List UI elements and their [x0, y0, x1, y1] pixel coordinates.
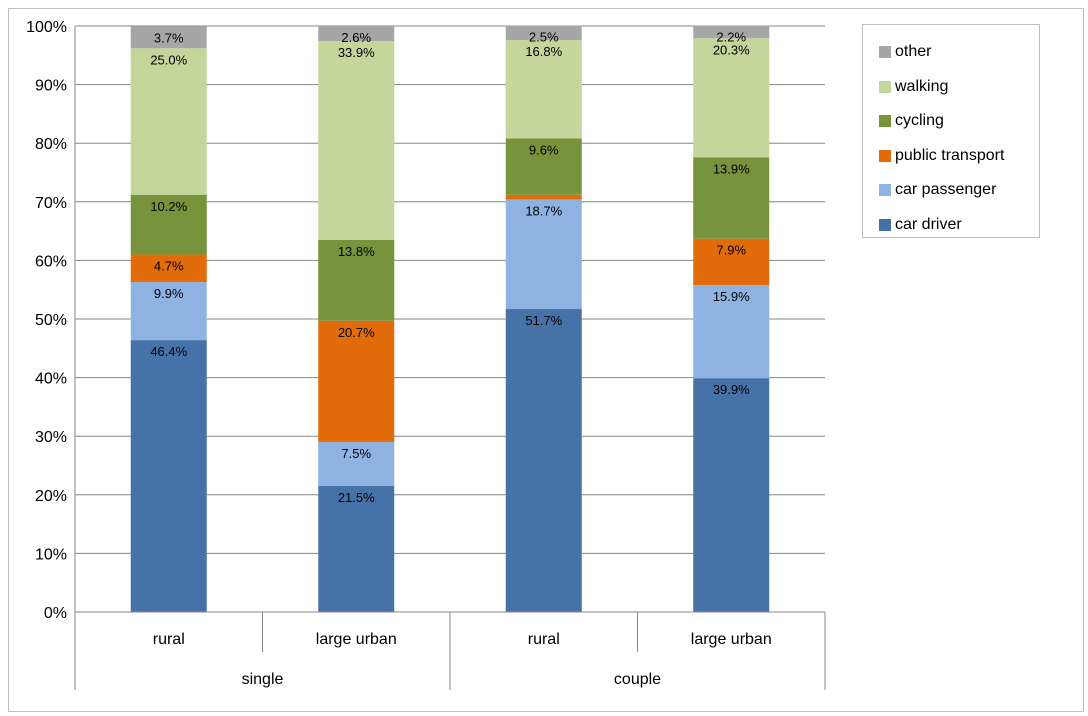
data-label: 9.6% — [529, 143, 559, 158]
data-label: 46.4% — [150, 344, 187, 359]
x-tick-label: large urban — [316, 631, 397, 648]
bar-segment — [318, 41, 395, 240]
data-label: 7.9% — [716, 243, 746, 258]
data-label: 13.9% — [713, 161, 750, 176]
bars — [130, 25, 770, 612]
bar-segment — [130, 254, 207, 283]
y-tick-label: 80% — [35, 136, 67, 153]
data-label: 21.5% — [338, 490, 375, 505]
data-label: 7.5% — [341, 446, 371, 461]
axes: 0% 10% 20% 30% 40% 50% 60% 70% 80% 90% 100% rural la… — [26, 19, 826, 690]
y-tick-label: 60% — [35, 253, 67, 270]
legend-swatch — [879, 46, 891, 59]
legend-swatch — [879, 184, 891, 197]
legend-label: walking — [895, 77, 949, 95]
bar-segment — [130, 26, 207, 49]
y-tick-label: 20% — [35, 488, 67, 505]
legend-swatch — [879, 149, 891, 162]
y-tick-label: 0% — [44, 605, 67, 622]
legend-label: car passenger — [895, 181, 997, 199]
x-group-label: single — [242, 671, 284, 688]
y-tick-label: 100% — [26, 19, 67, 36]
legend: other walking cycling public transport car p… — [862, 24, 1040, 238]
bar-segment — [318, 239, 395, 321]
data-label: 20.3% — [713, 42, 750, 57]
bar-segment — [693, 157, 770, 239]
data-label: 10.2% — [150, 199, 187, 214]
y-tick-label: 50% — [35, 312, 67, 329]
data-label: 39.9% — [713, 382, 750, 397]
legend-item: cycling — [879, 104, 1039, 139]
x-tick-label: large urban — [691, 631, 772, 648]
legend-item: other — [879, 35, 1039, 70]
bar-segment — [693, 238, 770, 286]
data-label: 2.6% — [341, 30, 371, 45]
data-label: 15.9% — [713, 289, 750, 304]
data-labels: 46.4% 9.9% 4.7% 10.2% 25.0% 3.7% 21.5% 7.5% 20.7… — [150, 29, 750, 505]
legend-swatch — [879, 80, 891, 93]
y-tick-label: 90% — [35, 78, 67, 95]
bar-segment — [130, 194, 207, 255]
bar-segment — [693, 285, 770, 379]
legend-item: car driver — [879, 208, 1039, 243]
data-label: 2.5% — [529, 29, 559, 44]
y-tick-label: 70% — [35, 195, 67, 212]
x-tick-label: rural — [528, 631, 560, 648]
data-label: 18.7% — [525, 203, 562, 218]
bar-segment — [130, 282, 207, 341]
legend-label: other — [895, 43, 932, 61]
bar-segment — [505, 40, 582, 139]
legend-swatch — [879, 218, 891, 231]
bar-segment — [693, 25, 770, 39]
y-tick-label: 30% — [35, 429, 67, 446]
bar-segment — [318, 486, 395, 612]
legend-label: cycling — [895, 112, 944, 130]
bar-segment — [318, 442, 395, 487]
legend-label: car driver — [895, 215, 962, 233]
bar-segment — [693, 38, 770, 158]
data-label: 33.9% — [338, 45, 375, 60]
bar-segment — [130, 48, 207, 195]
bar-segment — [318, 320, 395, 443]
y-tick-label: 40% — [35, 371, 67, 388]
legend-swatch — [879, 115, 891, 128]
legend-item: public transport — [879, 139, 1039, 174]
legend-label: public transport — [895, 146, 1005, 164]
data-label: 51.7% — [525, 313, 562, 328]
data-label: 9.9% — [154, 286, 184, 301]
bar-segment — [505, 138, 582, 195]
bar-segment — [505, 194, 582, 200]
legend-item: walking — [879, 70, 1039, 105]
legend-item: car passenger — [879, 173, 1039, 208]
data-label: 16.8% — [525, 44, 562, 59]
data-label: 13.8% — [338, 244, 375, 259]
x-group-label: couple — [614, 671, 661, 688]
y-tick-label: 10% — [35, 546, 67, 563]
data-label: 20.7% — [338, 325, 375, 340]
bar-segment — [505, 199, 582, 310]
bar-segment — [130, 340, 207, 612]
data-label: 3.7% — [154, 31, 184, 46]
data-label: 25.0% — [150, 52, 187, 67]
bar-segment — [693, 378, 770, 612]
data-label: 4.7% — [154, 259, 184, 274]
bar-segment — [318, 26, 395, 42]
bar-segment — [505, 25, 582, 41]
x-tick-label: rural — [153, 631, 185, 648]
bar-segment — [505, 309, 582, 612]
data-label: 2.2% — [716, 29, 746, 44]
